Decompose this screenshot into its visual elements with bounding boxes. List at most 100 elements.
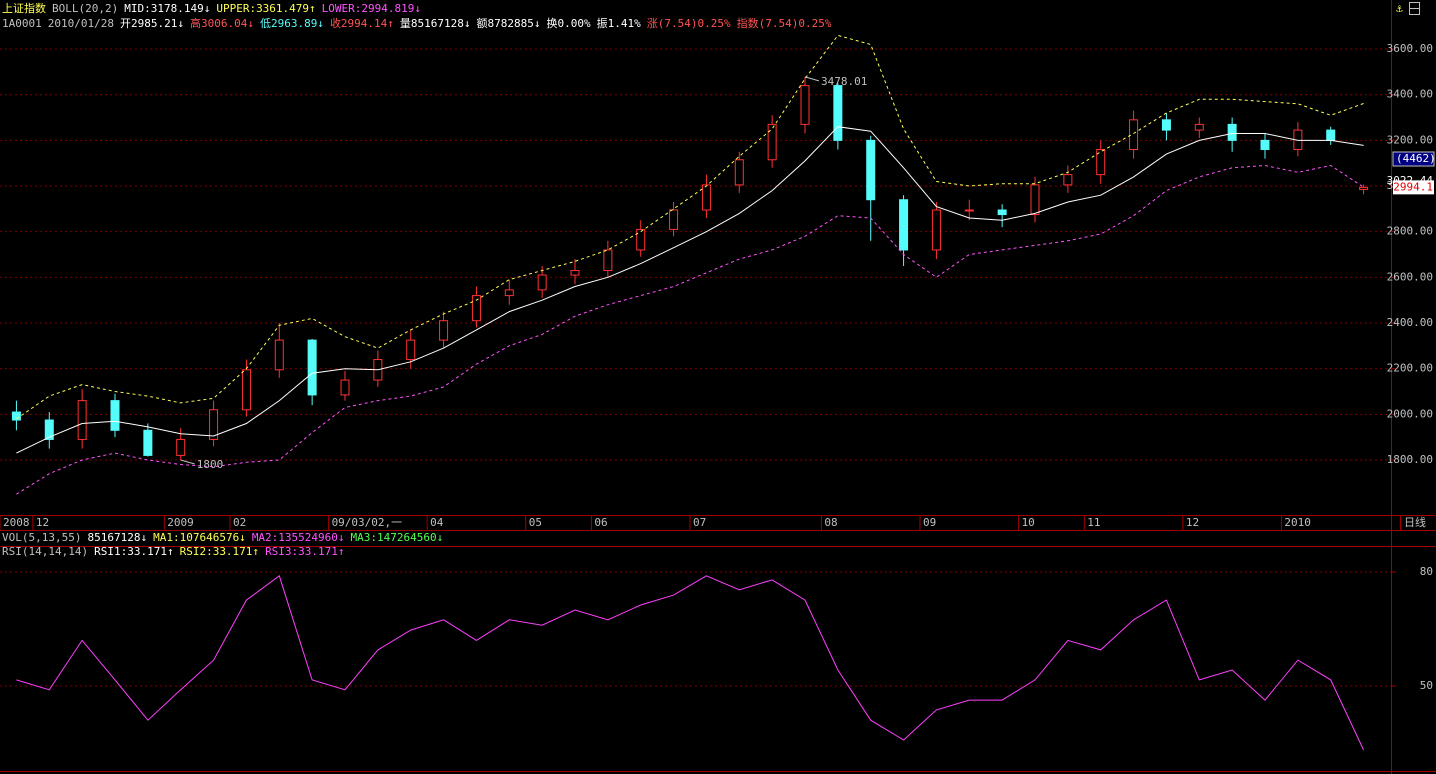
candle-body	[1326, 129, 1336, 141]
candle-body	[931, 209, 941, 251]
indicator-value: UPPER:3361.479↑	[216, 2, 315, 15]
annotation-leader	[804, 76, 820, 82]
x-tick-label: 04	[430, 516, 444, 529]
candle-body	[701, 184, 711, 211]
vol-title: VOL(5,13,55)	[2, 531, 81, 544]
y-tick-label: 3600.00	[1387, 42, 1433, 55]
x-tick-label: 02	[233, 516, 246, 529]
volume-tag-box	[1392, 151, 1435, 167]
indicator-value: MID:3178.149↓	[124, 2, 210, 15]
x-tick-label: 11	[1087, 516, 1100, 529]
price-tag: 2994.1	[1393, 180, 1433, 193]
rsi-value: RSI2:33.171↑	[180, 545, 259, 558]
rsi-value: RSI3:33.171↑	[265, 545, 344, 558]
candle-body	[209, 409, 219, 440]
y-tick-label: 2800.00	[1387, 225, 1433, 238]
candle-body	[1161, 119, 1171, 131]
candle-body	[406, 339, 416, 361]
series-line	[16, 574, 1365, 751]
x-tick-label: 10	[1022, 516, 1035, 529]
chart-title: 上证指数	[2, 1, 46, 15]
y-tick-label: 1800.00	[1387, 453, 1433, 466]
x-tick-label: 05	[529, 516, 542, 529]
x-tick-label: 09/03/02,一	[332, 516, 403, 529]
candle-body	[636, 228, 646, 251]
candle-body	[241, 369, 251, 411]
y-tick-label: 50	[1420, 679, 1433, 692]
y-tick-label: 2400.00	[1387, 316, 1433, 329]
candle-body	[537, 274, 547, 291]
low-annotation: 1800	[197, 458, 224, 471]
quote-info: 收2994.14↑	[330, 16, 394, 30]
candle-body	[1096, 148, 1106, 176]
quote-info: 换0.00%	[547, 16, 591, 30]
quote-info: 额8782885↓	[477, 17, 541, 30]
candle-body	[11, 411, 21, 421]
price-tag-box	[1393, 180, 1434, 195]
x-tick-label: 09	[923, 516, 936, 529]
candle-body	[504, 289, 514, 297]
vol-value: MA1:107646576↓	[153, 531, 246, 544]
annotation-leader	[180, 459, 195, 465]
candle-body	[110, 400, 120, 431]
candle-body	[176, 438, 186, 456]
x-tick-label: 12	[1186, 516, 1199, 529]
candle-body	[1227, 123, 1237, 141]
quote-info: 量85167128↓	[400, 17, 471, 30]
candle-body	[833, 85, 843, 141]
candle-body	[997, 209, 1007, 216]
quote-info: 1A0001	[2, 17, 42, 30]
period-label: 日线	[1404, 515, 1426, 529]
x-tick-label: 2010	[1284, 516, 1311, 529]
candle-body	[734, 159, 744, 186]
candle-body	[767, 123, 777, 161]
candle-body	[669, 209, 679, 230]
quote-info: 涨(7.54)0.25%	[647, 17, 731, 30]
series-line	[16, 164, 1364, 495]
vol-value: MA2:135524960↓	[252, 531, 345, 544]
candle-body	[866, 139, 876, 201]
quote-info: 振1.41%	[597, 16, 641, 30]
candle-body	[307, 339, 317, 396]
pin-icon[interactable]: ⚓	[1395, 2, 1403, 15]
series-line	[16, 126, 1364, 454]
x-tick-label: 07	[693, 516, 706, 529]
quote-info: 低2963.89↓	[260, 17, 324, 30]
x-tick-label: 2009	[167, 516, 194, 529]
candle-body	[1260, 139, 1270, 150]
candle-body	[800, 85, 810, 125]
y-tick-label: 3400.00	[1387, 88, 1433, 101]
indicator-name: BOLL(20,2)	[52, 2, 118, 15]
volume-tag: (4462)	[1396, 152, 1436, 165]
x-tick-label: 08	[824, 516, 837, 529]
candle-body	[964, 209, 974, 212]
y-tick-label: 2600.00	[1387, 270, 1433, 283]
candle-body	[340, 379, 350, 396]
x-tick-label: 12	[36, 516, 49, 529]
candle-body	[143, 429, 153, 456]
y-tick-label: 3200.00	[1387, 133, 1433, 146]
quote-info: 指数(7.54)0.25%	[737, 16, 832, 30]
rsi-value: RSI1:33.171↑	[94, 545, 173, 558]
candle-body	[1129, 119, 1139, 150]
vol-value: 85167128↓	[87, 531, 147, 544]
candle-body	[570, 269, 580, 276]
series-line	[16, 34, 1364, 420]
quote-info: 高3006.04↓	[190, 16, 254, 30]
candle-body	[1194, 123, 1204, 131]
rsi-title: RSI(14,14,14)	[2, 545, 88, 558]
candle-body	[899, 199, 909, 251]
y-tick-label: 80	[1420, 565, 1433, 578]
x-tick-label: 06	[594, 516, 607, 529]
high-annotation: 3478.01	[821, 75, 867, 88]
candle-body	[1063, 174, 1073, 186]
candle-body	[44, 419, 54, 440]
candle-body	[1030, 184, 1040, 216]
candle-body	[77, 400, 87, 440]
vol-value: MA3:147264560↓	[351, 531, 444, 544]
quote-info: 2010/01/28	[48, 17, 114, 30]
candle-body	[439, 320, 449, 341]
